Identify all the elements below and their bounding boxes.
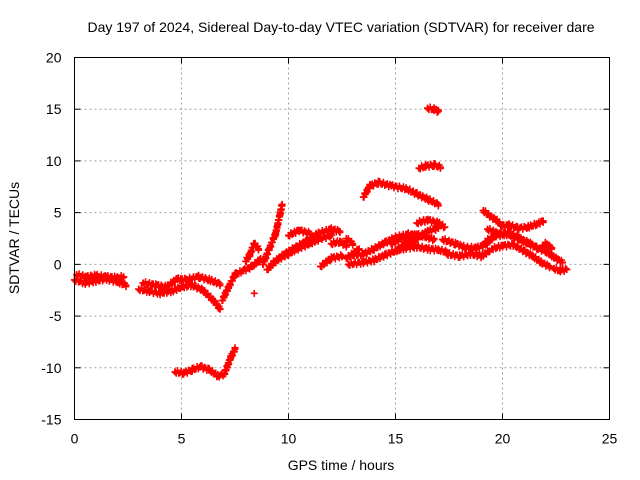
- x-tick-label: 5: [178, 431, 186, 447]
- y-tick-label: 15: [46, 101, 62, 117]
- grid: [74, 57, 610, 420]
- x-tick-label: 0: [71, 431, 79, 447]
- y-tick-label: 20: [46, 50, 62, 66]
- y-tick-label: 10: [46, 153, 62, 169]
- y-tick-label: 5: [54, 205, 62, 221]
- y-tick-label: -5: [49, 308, 62, 324]
- y-tick-label: 0: [54, 256, 62, 272]
- data-series-sdtvar: [71, 103, 571, 381]
- axis-ticks: 0 5 10 15 20 25 -15 -10 -5 0 5 10 15 20: [41, 50, 617, 447]
- y-axis-label: SDTVAR / TECUs: [6, 182, 22, 294]
- data-point: [250, 289, 258, 297]
- y-tick-label: -15: [41, 412, 61, 428]
- plot-frame: [74, 57, 610, 420]
- x-tick-label: 20: [495, 431, 511, 447]
- x-axis-label: GPS time / hours: [288, 457, 395, 473]
- data-point-cloud: [71, 103, 571, 381]
- chart-title: Day 197 of 2024, Sidereal Day-to-day VTE…: [87, 19, 594, 35]
- x-tick-label: 15: [388, 431, 404, 447]
- y-tick-label: -10: [41, 360, 61, 376]
- x-tick-label: 10: [281, 431, 297, 447]
- x-tick-label: 25: [602, 431, 618, 447]
